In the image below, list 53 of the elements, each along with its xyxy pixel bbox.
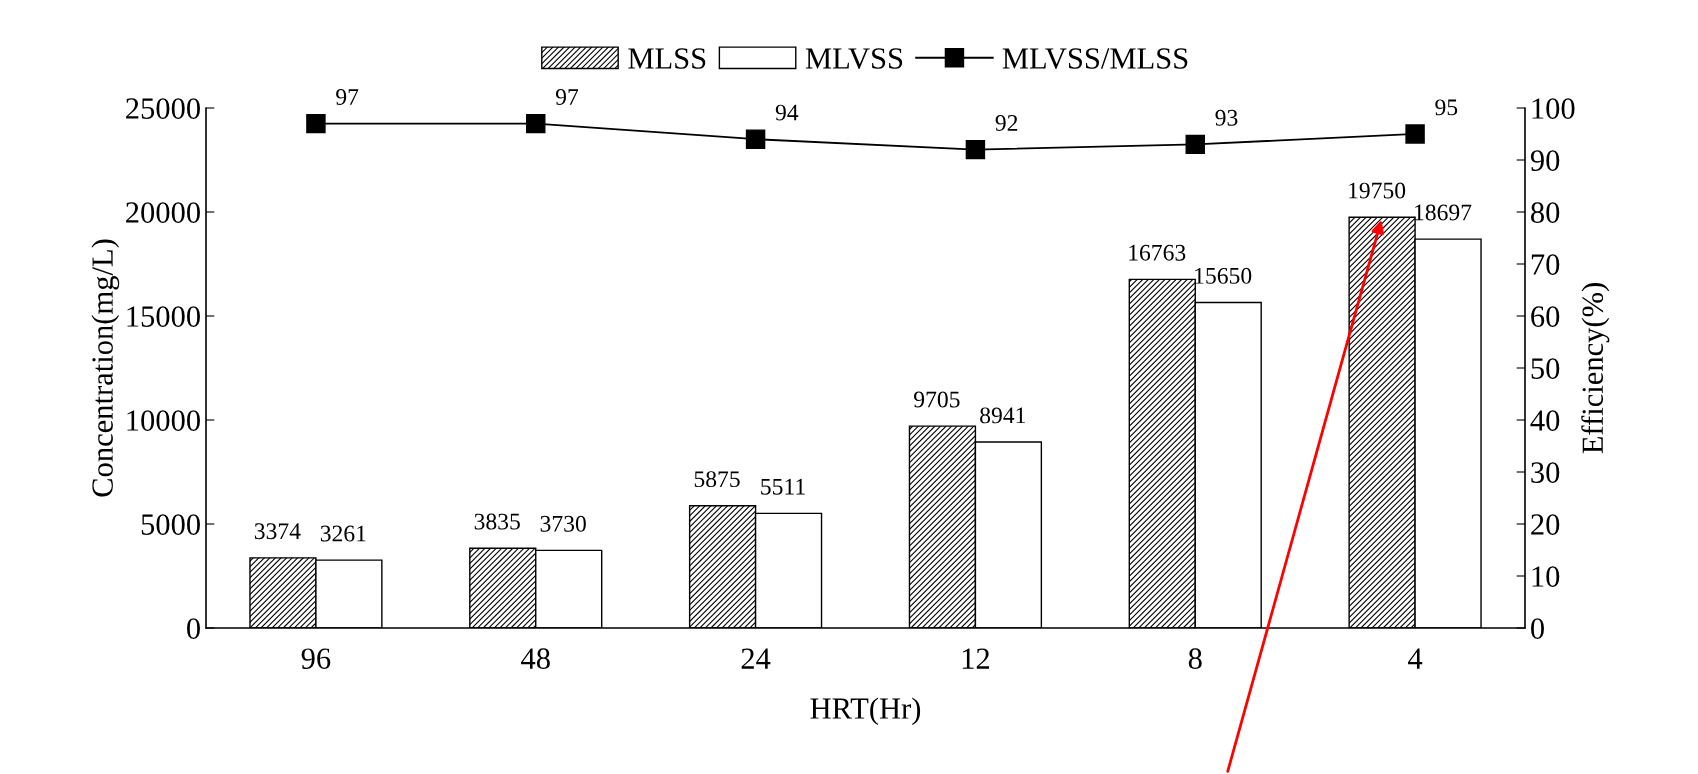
data-label: 18697 — [1415, 204, 1472, 221]
data-label: 5511 — [761, 478, 805, 495]
data-label: 16763 — [1129, 244, 1186, 261]
y2-tick-label: 70 — [1531, 254, 1560, 275]
y2-tick-label: 100 — [1532, 98, 1575, 119]
legend-label: MLVSS/MLSS — [1002, 48, 1188, 69]
y2-tick-label: 0 — [1531, 618, 1544, 639]
y-tick-label: 15000 — [127, 306, 200, 327]
data-label: 19750 — [1349, 182, 1406, 199]
data-label: 9705 — [914, 391, 960, 408]
point — [306, 113, 326, 134]
data-label: 5875 — [694, 471, 740, 488]
y2-tick-label: 40 — [1530, 410, 1560, 431]
data-label: 97 — [336, 89, 359, 105]
y2-tick-label: 20 — [1531, 514, 1560, 535]
data-label: 93 — [1215, 109, 1238, 126]
y-tick-label: 0 — [187, 618, 200, 639]
data-label: 95 — [1435, 99, 1458, 116]
y2-tick-label: 50 — [1531, 358, 1560, 379]
legend-label: MLVSS — [805, 48, 903, 69]
x-axis-title: HRT(Hr) — [810, 697, 921, 726]
x-tick-label: 24 — [741, 648, 771, 669]
y2-tick-label: 60 — [1531, 306, 1560, 327]
y2-tick-label: 30 — [1531, 462, 1560, 483]
x-tick-label: 96 — [301, 648, 331, 669]
y2-axis-title: Efficiency(%) — [1581, 283, 1610, 454]
data-label: 92 — [995, 115, 1018, 131]
data-label: 3261 — [320, 525, 366, 542]
data-label: 8941 — [980, 407, 1026, 424]
x-tick-label: 8 — [1188, 648, 1202, 669]
data-label: 94 — [775, 104, 799, 121]
data-label: 3374 — [254, 523, 301, 540]
point — [1185, 134, 1205, 155]
y-tick-label: 5000 — [141, 514, 200, 535]
y2-tick-label: 10 — [1532, 566, 1560, 587]
y-tick-label: 10000 — [127, 410, 200, 431]
y-axis-title: Concentration(mg/L) — [91, 239, 120, 497]
y2-tick-label: 90 — [1530, 150, 1560, 171]
point — [1405, 124, 1425, 144]
point — [965, 139, 986, 160]
data-label: 15650 — [1195, 267, 1252, 284]
y-tick-label: 25000 — [126, 98, 200, 119]
data-label: 97 — [555, 89, 579, 105]
x-tick-label: 12 — [962, 648, 990, 669]
x-tick-label: 4 — [1408, 648, 1423, 669]
legend-label: MLSS — [628, 48, 706, 69]
point — [526, 113, 546, 134]
data-label: 3835 — [474, 513, 520, 530]
y-tick-label: 20000 — [126, 202, 200, 223]
data-label: 3730 — [540, 515, 586, 532]
point — [745, 129, 766, 149]
y2-tick-label: 80 — [1531, 202, 1560, 223]
x-tick-label: 48 — [521, 648, 550, 669]
